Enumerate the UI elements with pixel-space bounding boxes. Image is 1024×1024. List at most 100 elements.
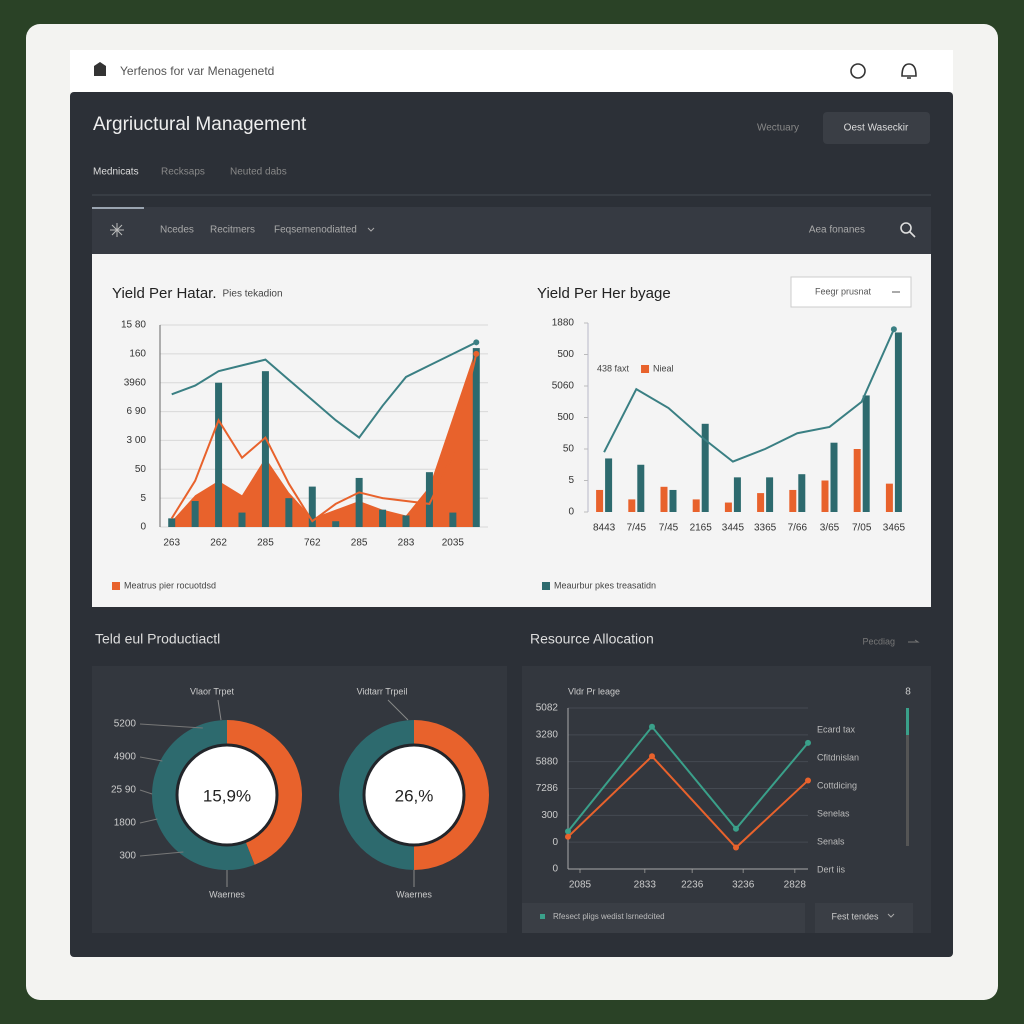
bar [798, 474, 806, 512]
section-link[interactable]: Pecdiag [862, 636, 895, 646]
scroll-track [906, 708, 909, 846]
x-tick-label: 7/45 [627, 523, 647, 534]
donut-slice [227, 720, 302, 865]
toolbar-item[interactable]: Feqsemenodiatted [274, 225, 357, 236]
help-icon[interactable] [850, 63, 866, 79]
y-tick-label: 0 [140, 522, 146, 533]
donut-center-label: 26,% [395, 786, 434, 805]
search-icon[interactable] [900, 222, 916, 238]
donut-side-label: 25 90 [111, 785, 136, 796]
donut-slice [414, 720, 489, 870]
x-tick-label: 2085 [569, 880, 592, 891]
logo [94, 62, 106, 76]
bar [757, 493, 765, 512]
tab[interactable]: Neuted dabs [230, 167, 287, 178]
legend-label: Meatrus pier rocuotdsd [124, 580, 216, 590]
bar [733, 477, 741, 512]
y-tick-label: 3280 [536, 729, 559, 740]
y-tick-label: 0 [568, 507, 574, 518]
y-tick-label: 50 [563, 444, 575, 455]
x-tick-label: 3465 [883, 523, 906, 534]
bar [261, 371, 269, 527]
bar [862, 395, 870, 512]
arrow [908, 639, 920, 643]
bar [402, 515, 410, 527]
tab[interactable]: Mednicats [93, 167, 139, 178]
bar [628, 499, 636, 512]
y-tick-label: 5082 [536, 703, 559, 714]
point [733, 844, 739, 851]
line [170, 353, 478, 523]
line [171, 341, 477, 439]
x-tick-label: 2165 [690, 523, 713, 534]
x-tick-label: 2828 [784, 880, 807, 891]
leader [139, 723, 203, 729]
donut-bottom-label: Waernes [396, 889, 432, 899]
y-tick-label: 500 [557, 412, 574, 423]
donut-side-label: 1800 [114, 818, 137, 829]
x-tick-label: 3365 [754, 523, 777, 534]
scroll-thumb [906, 708, 909, 735]
x-tick-label: 283 [398, 538, 415, 549]
bar [449, 512, 457, 527]
tab[interactable]: Recksaps [161, 167, 205, 178]
donut-side-label: 4900 [114, 752, 137, 763]
side-item: Dert iis [817, 864, 846, 874]
top-bar [70, 50, 953, 92]
chart-title: Yield Per Hatar. [112, 285, 217, 302]
button[interactable] [823, 112, 930, 144]
point [649, 753, 655, 760]
x-tick-label: 285 [257, 538, 274, 549]
bar [830, 442, 838, 512]
point [565, 833, 571, 840]
chart-panel [92, 254, 931, 607]
donut-top-label: Vlaor Trpet [190, 686, 235, 696]
toolbar-item[interactable]: Recitmers [210, 225, 255, 236]
footer-button-label: Fest tendes [831, 911, 879, 921]
x-tick-label: 2035 [442, 538, 465, 549]
area [171, 348, 477, 527]
bar [168, 518, 176, 527]
bell-icon[interactable] [901, 63, 917, 79]
bar [215, 382, 223, 527]
y-tick-label: 160 [129, 348, 146, 359]
toolbar [92, 207, 931, 254]
y-tick-label: 3960 [124, 377, 147, 388]
bar [669, 489, 677, 512]
side-item: Senals [817, 836, 845, 846]
y-tick-label: 5 [140, 493, 146, 504]
donut-slice [151, 720, 255, 870]
toolbar-item[interactable]: Ncedes [160, 225, 194, 236]
bar [766, 477, 774, 512]
chevron [887, 913, 895, 918]
y-tick-label: 50 [135, 464, 147, 475]
donut-side-label: 5200 [114, 719, 137, 730]
brand: Yerfenos for var Menagenetd [120, 64, 274, 78]
x-tick-label: 262 [210, 538, 227, 549]
y-tick-label: 5880 [536, 756, 559, 767]
leader [139, 756, 163, 762]
chart-title: Vldr Pr leage [568, 686, 620, 696]
y-tick-label: 6 90 [127, 406, 147, 417]
bar [821, 480, 829, 512]
page-title: Argriuctural Management [93, 114, 307, 135]
footer-button[interactable] [815, 903, 913, 933]
point [565, 828, 571, 835]
bar [605, 458, 613, 512]
donut-center [362, 743, 466, 847]
asterisk-icon[interactable] [110, 223, 124, 237]
legend-label: 438 faxt [597, 363, 630, 373]
chart-subtitle: Pies tekadion [223, 289, 283, 300]
donut-center-label: 15,9% [203, 786, 251, 805]
dropdown-label: Feegr prusnat [815, 286, 872, 296]
x-tick-label: 8443 [593, 523, 616, 534]
scroll-label: 8 [905, 687, 911, 698]
x-tick-label: 7/45 [659, 523, 679, 534]
bar [285, 498, 293, 527]
y-tick-label: 5060 [552, 381, 575, 392]
dropdown[interactable] [790, 276, 912, 308]
legend-swatch [112, 582, 120, 590]
bar [637, 464, 645, 512]
note: Rfesect pligs wedist lsrnedcited [553, 912, 665, 921]
